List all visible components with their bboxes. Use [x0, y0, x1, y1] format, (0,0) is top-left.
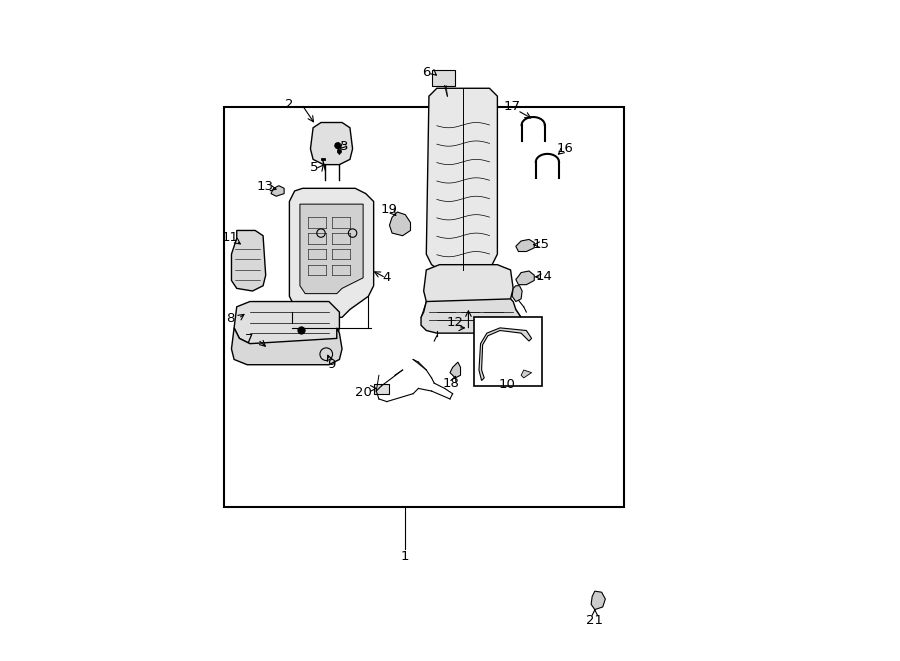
Text: 10: 10: [499, 378, 516, 391]
Text: 16: 16: [556, 142, 573, 155]
Bar: [223, 106, 624, 507]
Text: 2: 2: [285, 98, 293, 110]
Circle shape: [338, 149, 341, 153]
Polygon shape: [231, 328, 342, 365]
Polygon shape: [290, 188, 374, 317]
Polygon shape: [300, 204, 363, 293]
Polygon shape: [521, 370, 532, 378]
Text: 17: 17: [504, 100, 520, 113]
Text: 20: 20: [355, 385, 372, 399]
Bar: [473, 317, 542, 386]
Text: 13: 13: [256, 180, 273, 193]
Text: 15: 15: [532, 238, 549, 251]
Polygon shape: [310, 122, 353, 165]
Text: 18: 18: [443, 377, 460, 389]
Text: 14: 14: [536, 270, 553, 284]
Text: 3: 3: [340, 139, 349, 153]
Polygon shape: [450, 362, 461, 378]
Bar: [432, 70, 455, 86]
Polygon shape: [271, 186, 284, 196]
Polygon shape: [479, 328, 532, 381]
Text: 6: 6: [422, 66, 430, 79]
Polygon shape: [512, 286, 522, 301]
Text: 4: 4: [382, 272, 391, 284]
Circle shape: [335, 143, 341, 149]
Text: 5: 5: [310, 161, 319, 174]
Polygon shape: [424, 264, 513, 307]
Polygon shape: [516, 271, 535, 285]
Polygon shape: [516, 239, 535, 252]
Polygon shape: [591, 591, 606, 609]
Text: 21: 21: [586, 613, 603, 627]
Text: 7: 7: [245, 333, 253, 346]
Bar: [374, 384, 390, 394]
Polygon shape: [421, 299, 521, 333]
Text: 8: 8: [226, 312, 234, 325]
Text: 1: 1: [401, 551, 410, 563]
Circle shape: [298, 327, 305, 334]
Text: 11: 11: [221, 231, 239, 244]
Text: 12: 12: [446, 316, 464, 329]
Polygon shape: [427, 89, 498, 270]
Text: 19: 19: [381, 203, 398, 216]
Polygon shape: [234, 301, 339, 344]
Polygon shape: [231, 231, 266, 291]
Polygon shape: [390, 212, 410, 236]
Text: 9: 9: [328, 358, 336, 371]
